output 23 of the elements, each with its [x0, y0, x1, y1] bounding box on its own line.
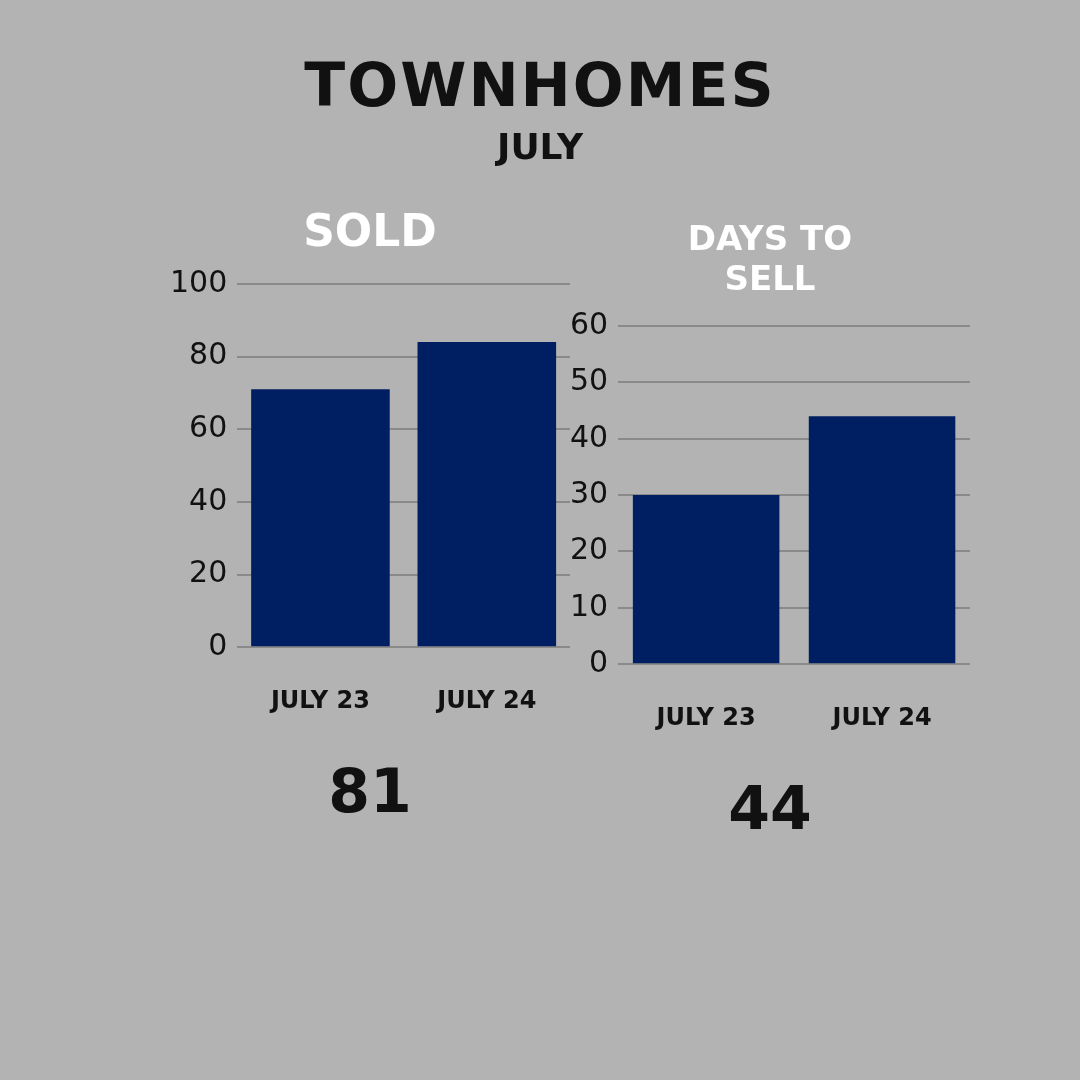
text: 44 — [727, 773, 813, 843]
y-tick-label: 10 — [569, 587, 609, 623]
y-tick-label: 0 — [208, 627, 228, 662]
y-tick-label: 40 — [189, 481, 228, 517]
x-tick-label: JULY 23 — [268, 685, 370, 714]
y-tick-label: 60 — [569, 305, 609, 341]
chart-title: DAYS TO SELL — [686, 218, 854, 298]
y-tick-label: 60 — [189, 409, 228, 445]
y-tick-label: 0 — [589, 644, 609, 679]
text: TOWNHOMES — [303, 50, 777, 120]
x-tick-label: JULY 24 — [830, 702, 932, 731]
text: 81 — [327, 756, 413, 826]
y-tick-label: 50 — [569, 362, 609, 398]
chart-title: SOLD — [302, 205, 438, 256]
y-tick-label: 20 — [189, 554, 228, 590]
y-tick-label: 40 — [569, 418, 609, 454]
y-tick-label: 30 — [569, 474, 609, 510]
y-tick-label: 80 — [189, 336, 228, 372]
text: JULY — [494, 126, 584, 167]
x-tick-label: JULY 24 — [435, 685, 537, 714]
x-tick-label: JULY 23 — [654, 702, 756, 731]
y-tick-label: 100 — [170, 263, 228, 299]
y-tick-label: 20 — [569, 531, 609, 567]
